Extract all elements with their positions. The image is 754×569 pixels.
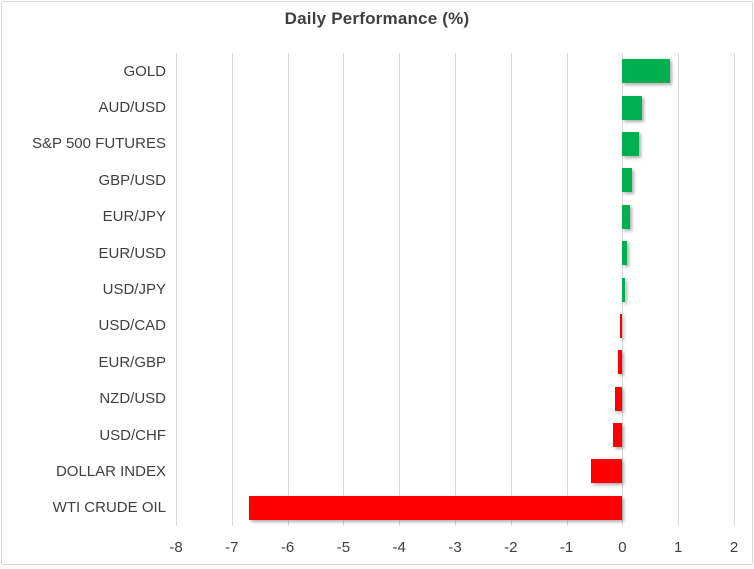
bar-aud-usd xyxy=(622,95,642,120)
x-tick-label--4: -4 xyxy=(392,539,406,556)
bar-eur-usd xyxy=(622,241,627,266)
category-label-gold: GOLD xyxy=(123,62,166,80)
bar-usd-cad xyxy=(619,313,623,338)
gridline--2 xyxy=(510,53,512,526)
category-label-eur-jpy: EUR/JPY xyxy=(102,208,166,226)
x-tick-label--5: -5 xyxy=(336,539,351,556)
x-axis-ticks: -8 -7 -6 -5 -4 -3 -2 -1 0 1 2 xyxy=(169,539,738,559)
bar-gbp-usd xyxy=(622,168,632,193)
bar-eur-gbp xyxy=(617,350,623,375)
x-tick-label--6: -6 xyxy=(280,539,295,556)
x-tick-label--1: -1 xyxy=(559,539,574,556)
bar-usd-jpy xyxy=(622,277,626,302)
bar-s-p-500-futures xyxy=(622,131,640,156)
x-tick-label--7: -7 xyxy=(225,539,239,556)
gridline--3 xyxy=(455,53,456,526)
bar-gold xyxy=(622,59,670,84)
bar-usd-chf xyxy=(613,423,623,448)
category-label-eur-gbp: EUR/GBP xyxy=(98,353,166,371)
x-tick-label-1: 1 xyxy=(674,539,683,556)
category-label-gbp-usd: GBP/USD xyxy=(98,171,166,189)
gridline-2 xyxy=(734,53,735,526)
category-label-aud-usd: AUD/USD xyxy=(98,99,166,117)
gridline-1 xyxy=(678,53,680,526)
category-labels: GOLD AUD/USD S&P 500 FUTURES GBP/USD EUR/JPY… xyxy=(0,53,166,526)
category-label-wti-crude-oil: WTI CRUDE OIL xyxy=(52,499,166,517)
gridline--1 xyxy=(566,53,568,526)
x-tick-label--3: -3 xyxy=(448,539,462,556)
x-tick-label--8: -8 xyxy=(169,539,183,556)
bar-nzd-usd xyxy=(614,386,623,411)
x-tick-label-0: 0 xyxy=(618,539,627,556)
gridline--6 xyxy=(287,53,289,526)
chart-title: Daily Performance (%) xyxy=(284,9,470,28)
gridline--8 xyxy=(176,53,177,526)
category-label-usd-cad: USD/CAD xyxy=(98,317,166,335)
x-tick-label--2: -2 xyxy=(504,539,518,556)
gridline--4 xyxy=(399,53,401,526)
category-label-dollar-index: DOLLAR INDEX xyxy=(55,462,166,480)
category-label-usd-chf: USD/CHF xyxy=(99,426,166,444)
gridline--5 xyxy=(343,53,345,526)
bar-dollar-index xyxy=(590,459,623,484)
x-tick-label-2: 2 xyxy=(729,539,739,556)
bar-eur-jpy xyxy=(622,204,630,229)
category-label-eur-usd: EUR/USD xyxy=(98,244,166,262)
plot-area xyxy=(176,53,735,526)
category-label-s-p-500-futures: S&P 500 FUTURES xyxy=(32,135,166,153)
gridline--7 xyxy=(231,53,233,526)
bar-wti-crude-oil xyxy=(248,495,623,520)
category-label-usd-jpy: USD/JPY xyxy=(102,281,166,299)
category-label-nzd-usd: NZD/USD xyxy=(99,390,166,408)
